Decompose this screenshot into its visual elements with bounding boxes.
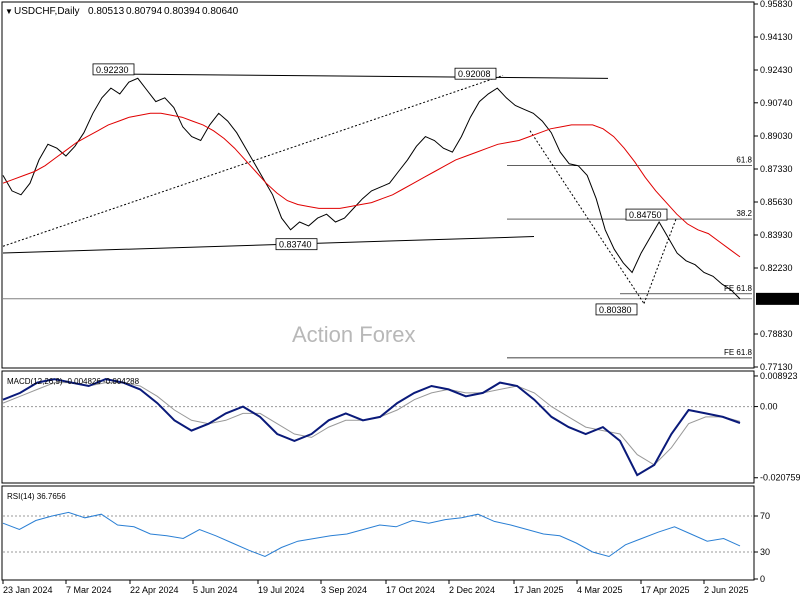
rsi-y-tick-label: 70 (760, 511, 770, 521)
rsi-y-tick-label: 0 (760, 574, 765, 584)
price-y-tick-label: 0.82230 (760, 263, 793, 273)
macd-y-tick-label: 0.008923 (760, 371, 798, 381)
fib-level-label: FE 61.8 (724, 348, 753, 357)
price-y-tick-label: 0.85630 (760, 197, 793, 207)
price-annotation-box (625, 208, 668, 221)
macd-title: MACD(12,26,9) -0.004826 -0.004288 (7, 377, 140, 386)
macd-y-tick-label: 0.00 (760, 402, 778, 412)
macd-series (2, 378, 741, 477)
fib-level-label: 38.2 (736, 209, 752, 218)
dotted-projection-line (529, 130, 645, 304)
x-tick-label: 2 Dec 2024 (449, 585, 495, 595)
x-tick-label: 17 Oct 2024 (386, 585, 435, 595)
macd-panel-frame (1, 370, 755, 484)
price-panel: 0.95830 0.94130 0.92430 0.90740 0.89030 0.873… (2, 0, 799, 372)
dotted-rebound-line (643, 218, 677, 304)
price-annotation-label: 0.83740 (279, 240, 312, 250)
current-price-label: 0.80640 (759, 294, 792, 304)
price-y-tick-label: 0.87330 (760, 164, 793, 174)
price-annotation-label: 0.80380 (599, 305, 632, 315)
watermark: Action Forex (292, 322, 416, 347)
current-price-tag (756, 292, 799, 305)
fib-level-label: FE 61.8 (724, 284, 753, 293)
chart-title-arrow: ▼ (5, 7, 13, 16)
chart-title: USDCHF,Daily (14, 6, 80, 17)
price-y-tick-label: 0.92430 (760, 65, 793, 75)
ohlc-low: 0.80394 (164, 6, 201, 17)
rsi-title: RSI(14) 36.7656 (7, 492, 66, 501)
price-annotation-box (454, 67, 497, 80)
price-y-tick-label: 0.95830 (760, 0, 793, 9)
x-axis: 23 Jan 2024 7 Mar 2024 22 Apr 2024 5 Jun 20… (2, 580, 749, 595)
x-tick-label: 17 Apr 2025 (641, 585, 690, 595)
x-tick-label: 19 Jul 2024 (258, 585, 305, 595)
x-tick-label: 7 Mar 2024 (66, 585, 112, 595)
price-y-tick-label: 0.89030 (760, 131, 793, 141)
resistance-line (94, 73, 609, 79)
price-y-tick-label: 0.77130 (760, 362, 793, 372)
price-y-tick-label: 0.78830 (760, 329, 793, 339)
rsi-panel-frame (1, 485, 755, 581)
rsi-y-tick-label: 30 (760, 547, 770, 557)
moving-average-series (2, 112, 741, 258)
price-annotation-box (92, 63, 135, 76)
ohlc-close: 0.80640 (202, 6, 239, 17)
x-tick-label: 23 Jan 2024 (3, 585, 53, 595)
x-tick-label: 22 Apr 2024 (130, 585, 179, 595)
price-annotation-label: 0.92230 (96, 65, 129, 75)
x-tick-label: 4 Mar 2025 (577, 585, 623, 595)
price-y-tick-label: 0.83930 (760, 230, 793, 240)
macd-y-tick-label: -0.020759 (760, 473, 800, 483)
price-annotation-box (275, 238, 318, 251)
price-annotation-label: 0.84750 (629, 210, 662, 220)
price-panel-frame (1, 1, 755, 369)
price-annotation-label: 0.92008 (458, 69, 491, 79)
x-tick-label: 3 Sep 2024 (321, 585, 367, 595)
rsi-series (2, 511, 741, 558)
support-line (2, 236, 535, 254)
price-y-tick-label: 0.90740 (760, 98, 793, 108)
ohlc-high: 0.80794 (126, 6, 163, 17)
rsi-panel: 70 30 0 (2, 511, 770, 584)
x-tick-label: 2 Jun 2025 (704, 585, 749, 595)
price-y-tick-label: 0.94130 (760, 32, 793, 42)
fib-level-label: 61.8 (736, 156, 752, 165)
price-series (2, 77, 741, 300)
macd-panel: 0.008923 0.00 -0.020759 (2, 371, 800, 483)
x-tick-label: 5 Jun 2024 (193, 585, 238, 595)
x-tick-label: 17 Jan 2025 (514, 585, 564, 595)
price-annotation-box (595, 303, 638, 316)
ohlc-open: 0.80513 (88, 6, 125, 17)
